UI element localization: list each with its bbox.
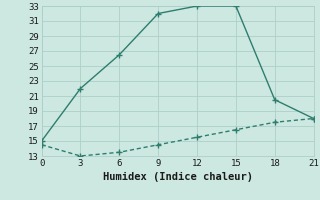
X-axis label: Humidex (Indice chaleur): Humidex (Indice chaleur) xyxy=(103,172,252,182)
